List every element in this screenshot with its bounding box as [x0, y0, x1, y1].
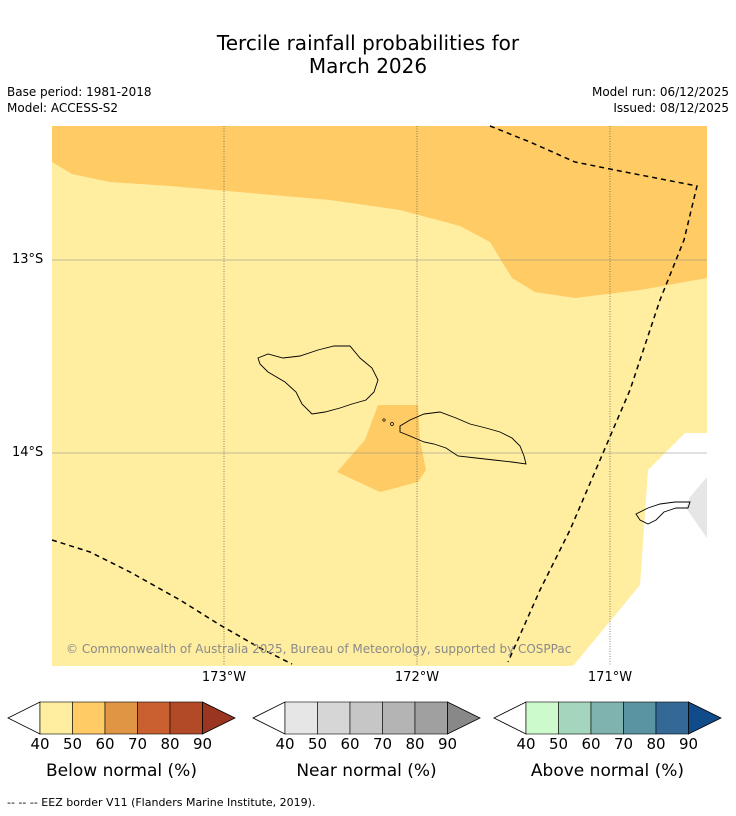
colorbar-tick: 80: [646, 735, 666, 753]
apolima-island: [390, 422, 394, 426]
colorbar-near-swatch: [414, 701, 448, 735]
colorbar-above-max-arrow: [688, 701, 722, 735]
colorbar-above-title: Above normal (%): [530, 761, 685, 781]
colorbar-above-swatch: [525, 701, 559, 735]
colorbar-tick: 90: [192, 735, 213, 753]
colorbar-above-min-arrow: [493, 701, 527, 735]
colorbar-near-min-arrow: [252, 701, 286, 735]
no-data-region-east: [573, 433, 707, 666]
eez-border-southwest: [51, 539, 293, 665]
colorbar-above-swatch: [655, 701, 689, 735]
colorbar-tick: 40: [30, 735, 50, 753]
colorbar-near-swatch: [382, 701, 416, 735]
colorbar-tick: 90: [437, 735, 458, 753]
lat-label-13s: 13°S: [12, 252, 44, 267]
colorbar-above-swatch: [558, 701, 592, 735]
map-title-line1: Tercile rainfall probabilities for: [216, 31, 520, 55]
tutuila-island: [635, 501, 691, 525]
colorbar-tick: 40: [516, 735, 536, 753]
lon-label-173w: 173°W: [201, 670, 247, 685]
colorbar-tick: 60: [95, 735, 115, 753]
colorbar-tick: 70: [613, 735, 634, 753]
colorbar-below-swatch: [137, 701, 171, 735]
colorbar-below-swatch: [39, 701, 73, 735]
manono-island: [382, 418, 386, 422]
near-normal-40-50-region: [686, 477, 707, 538]
eez-footer-note: -- -- -- EEZ border V11 (Flanders Marine…: [7, 796, 316, 809]
colorbar-below-max-arrow: [202, 701, 236, 735]
colorbar-below-swatch: [72, 701, 106, 735]
colorbar-tick: 80: [405, 735, 425, 753]
colorbar-near-max-arrow: [447, 701, 481, 735]
colorbar-tick: 60: [581, 735, 601, 753]
colorbar-near-title: Near normal (%): [296, 761, 437, 781]
colorbar-near-swatch: [317, 701, 351, 735]
colorbar-above-swatch: [623, 701, 657, 735]
colorbar-below-normal: [7, 701, 236, 735]
colorbar-tick: 50: [307, 735, 328, 753]
colorbar-tick: 50: [548, 735, 569, 753]
colorbar-tick: 70: [127, 735, 148, 753]
lon-label-172w: 172°W: [394, 670, 440, 685]
colorbar-near-normal: [252, 701, 481, 735]
upolu-island: [399, 411, 527, 465]
lon-label-171w: 171°W: [587, 670, 633, 685]
colorbar-tick: 90: [678, 735, 699, 753]
colorbar-tick: 70: [372, 735, 393, 753]
colorbar-below-swatch: [104, 701, 138, 735]
colorbar-tick: 80: [160, 735, 180, 753]
below-normal-50-60-north: [52, 126, 707, 298]
colorbar-below-title: Below normal (%): [46, 761, 197, 781]
below-normal-50-60-central: [337, 405, 426, 492]
savaii-island: [257, 345, 379, 415]
colorbar-above-normal: [493, 701, 722, 735]
base-period: Base period: 1981-2018: [7, 85, 152, 99]
copyright-notice: © Commonwealth of Australia 2025, Bureau…: [66, 642, 572, 656]
model-name: Model: ACCESS-S2: [7, 101, 119, 115]
map-title-line2: March 2026: [308, 54, 428, 78]
colorbar-tick: 60: [340, 735, 360, 753]
colorbar-near-swatch: [284, 701, 318, 735]
issued-date: Issued: 08/12/2025: [613, 101, 729, 115]
model-run: Model run: 06/12/2025: [591, 85, 729, 99]
colorbar-above-swatch: [590, 701, 624, 735]
eez-border-east: [489, 125, 698, 663]
colorbar-near-swatch: [349, 701, 383, 735]
colorbar-below-swatch: [169, 701, 203, 735]
colorbar-tick: 40: [275, 735, 295, 753]
colorbar-below-min-arrow: [7, 701, 41, 735]
lat-label-14s: 14°S: [12, 445, 44, 460]
colorbar-tick: 50: [62, 735, 83, 753]
